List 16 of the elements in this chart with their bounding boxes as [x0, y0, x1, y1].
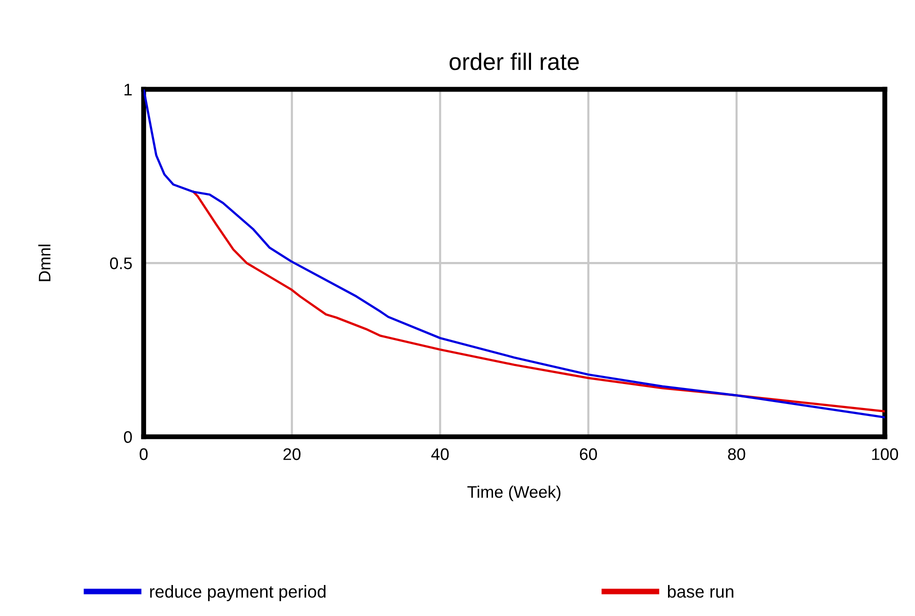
- line-series: [144, 89, 885, 418]
- x-axis-title: Time (Week): [467, 486, 560, 502]
- y-axis-title: Dmnl: [38, 244, 50, 282]
- y-tick-label: 0: [124, 431, 132, 443]
- x-tick-label: 40: [431, 448, 449, 460]
- line-series: [192, 190, 885, 412]
- legend-label: base run: [668, 584, 734, 598]
- legend-label: reduce payment period: [150, 584, 326, 602]
- x-tick-label: 80: [728, 448, 746, 460]
- x-tick-label: 20: [283, 448, 301, 460]
- x-tick-label: 60: [580, 448, 597, 460]
- x-tick-label: 100: [872, 448, 898, 460]
- y-tick-label: 1: [124, 84, 132, 96]
- x-tick-label: 0: [140, 448, 148, 460]
- y-tick-label: 0.5: [110, 257, 132, 270]
- chart-title: order fill rate: [450, 52, 579, 70]
